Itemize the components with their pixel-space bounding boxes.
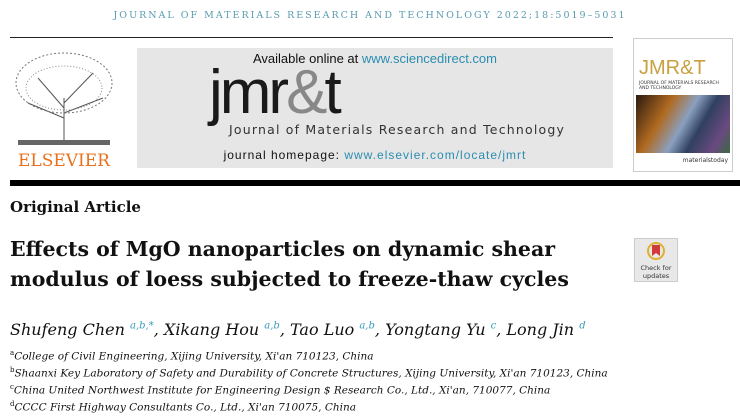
cover-footer: materialstoday	[682, 157, 728, 164]
elsevier-wordmark: ELSEVIER	[18, 151, 111, 170]
cover-title: JMR&T	[639, 57, 706, 79]
elsevier-logo: ELSEVIER	[8, 48, 120, 171]
author-list: Shufeng Chen a,b,*, Xikang Hou a,b, Tao …	[10, 320, 586, 339]
author[interactable]: Long Jin d	[506, 320, 586, 339]
divider	[10, 37, 613, 38]
journal-name: Journal of Materials Research and Techno…	[229, 122, 566, 137]
running-head: JOURNAL OF MATERIALS RESEARCH AND TECHNO…	[113, 10, 627, 21]
check-updates-icon	[647, 242, 665, 260]
header-divider	[10, 180, 740, 186]
homepage-link[interactable]: www.elsevier.com/locate/jmrt	[344, 148, 527, 162]
sciencedirect-link[interactable]: www.sciencedirect.com	[361, 51, 497, 66]
check-for-updates-button[interactable]: Check for updates	[634, 238, 678, 282]
article-title: Effects of MgO nanoparticles on dynamic …	[10, 237, 569, 291]
cover-subtitle: JOURNAL OF MATERIALS RESEARCH AND TECHNO…	[639, 81, 719, 91]
article-type: Original Article	[10, 198, 141, 216]
journal-cover: JMR&T JOURNAL OF MATERIALS RESEARCH AND …	[633, 38, 733, 172]
affiliation: dCCCC First Highway Consultants Co., Ltd…	[10, 400, 357, 414]
affiliation: aCollege of Civil Engineering, Xijing Un…	[10, 349, 374, 363]
available-online: Available online at www.sciencedirect.co…	[252, 51, 497, 66]
author[interactable]: Tao Luo a,b	[290, 320, 375, 339]
author[interactable]: Yongtang Yu c	[385, 320, 497, 339]
author[interactable]: Shufeng Chen a,b,*	[10, 320, 154, 339]
journal-banner: Available online at www.sciencedirect.co…	[137, 48, 613, 168]
cover-image	[636, 95, 730, 153]
jmrt-logo: jmr&t	[209, 58, 342, 127]
journal-homepage: journal homepage: www.elsevier.com/locat…	[223, 148, 527, 162]
affiliation: cChina United Northwest Institute for En…	[10, 383, 551, 397]
author[interactable]: Xikang Hou a,b	[163, 320, 280, 339]
affiliation: bShaanxi Key Laboratory of Safety and Du…	[10, 366, 608, 380]
